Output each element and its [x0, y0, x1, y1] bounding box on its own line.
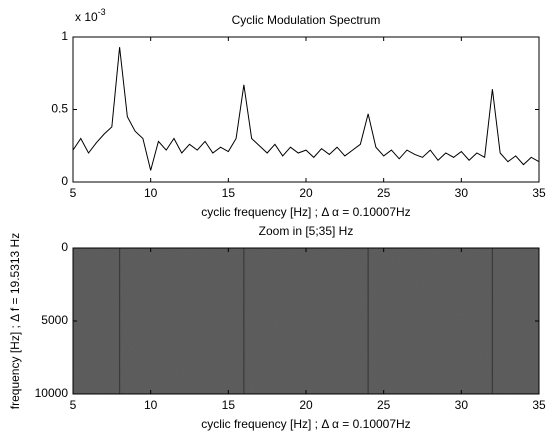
x-tick-label: 30: [455, 186, 469, 200]
x-tick-label: 15: [222, 186, 236, 200]
x-tick-label: 15: [222, 398, 236, 412]
x-axis-label: cyclic frequency [Hz] ; Δ α = 0.10007Hz: [201, 205, 410, 219]
x-tick-label: 35: [532, 398, 546, 412]
x-tick-label: 30: [455, 398, 469, 412]
x-tick-label: 10: [144, 398, 158, 412]
axes-title: Zoom in [5;35] Hz: [259, 224, 354, 238]
x-tick-label: 25: [377, 186, 391, 200]
y-scale-base: x 10: [75, 10, 98, 24]
y-tick-label: 5000: [41, 313, 68, 327]
heatmap-image: [73, 248, 539, 394]
y-scale-label: x 10-3: [75, 7, 106, 24]
spectrum-line: [72, 47, 540, 171]
axes-title: Cyclic Modulation Spectrum: [232, 13, 381, 27]
y-tick-label: 0: [61, 174, 68, 188]
x-tick-label: 10: [144, 186, 158, 200]
x-tick-label: 5: [70, 398, 77, 412]
y-tick-label: 10000: [35, 386, 69, 400]
plot-area: [73, 37, 539, 182]
x-tick-label: 35: [532, 186, 546, 200]
x-axis-label: cyclic frequency [Hz] ; Δ α = 0.10007Hz: [201, 417, 410, 431]
y-tick-label: 0.5: [51, 102, 68, 116]
y-tick-label: 1: [61, 29, 68, 43]
x-tick-label: 20: [299, 398, 313, 412]
x-tick-label: 5: [70, 186, 77, 200]
x-tick-label: 25: [377, 398, 391, 412]
x-tick-label: 20: [299, 186, 313, 200]
y-scale-exponent: -3: [98, 7, 106, 17]
y-axis-label: frequency [Hz] ; Δ f = 19.5313 Hz: [8, 233, 22, 409]
y-tick-label: 0: [61, 240, 68, 254]
